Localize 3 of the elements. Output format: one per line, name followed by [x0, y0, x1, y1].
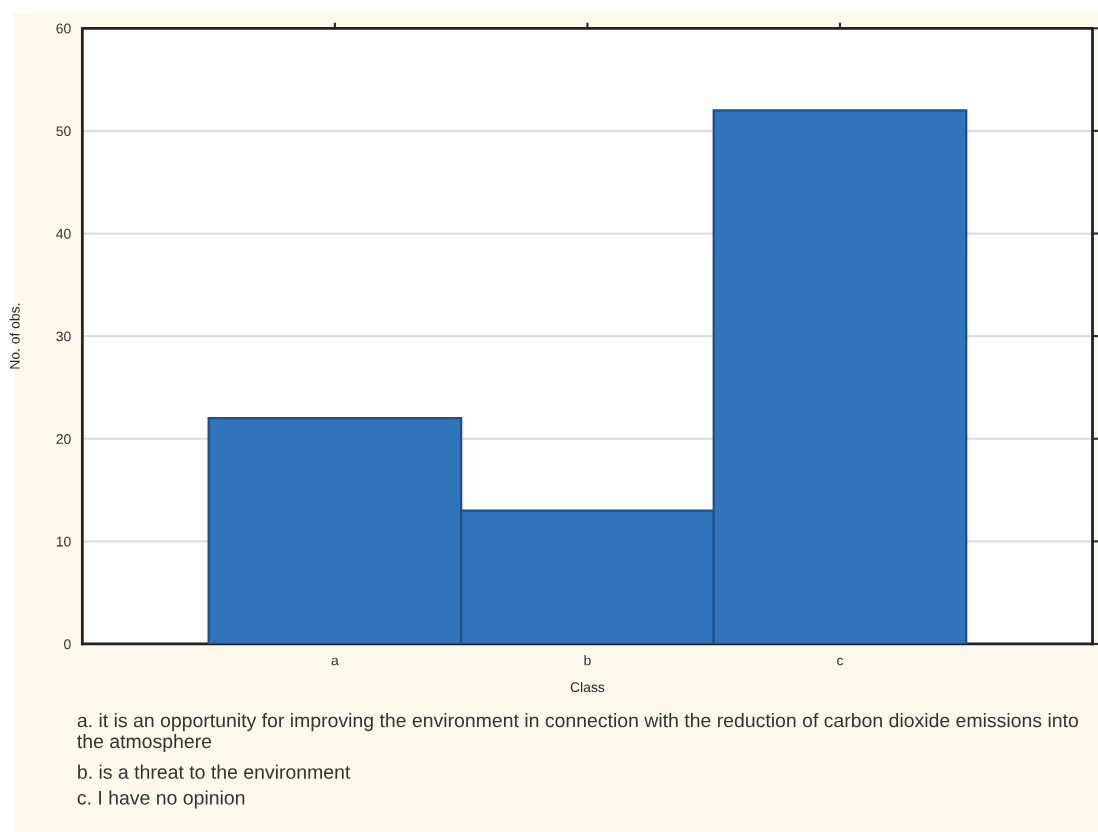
text: a. it is an opportunity for improving the environment in connection with the reduction of carbon dioxide emissions into the atmosphere [77, 713, 1078, 753]
text: c. I have no opinion [77, 790, 245, 809]
text: b. is a threat to the environment [78, 764, 351, 779]
